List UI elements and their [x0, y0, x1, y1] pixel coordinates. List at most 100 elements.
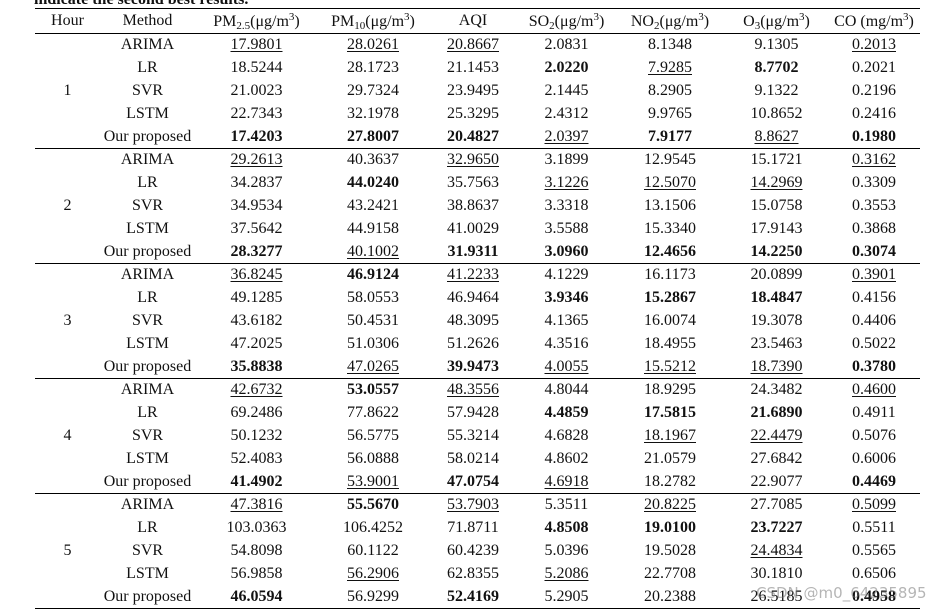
value-cell: 21.6890 — [725, 402, 828, 425]
value-bold: 39.9473 — [447, 357, 499, 375]
value-cell: 7.9177 — [615, 125, 725, 148]
value-underline: 32.9650 — [447, 151, 499, 169]
value-underline: 41.2233 — [447, 266, 499, 284]
value-cell: 3.3318 — [544, 196, 589, 214]
value-cell: 43.6182 — [230, 311, 283, 329]
value-cell: 9.9765 — [648, 104, 692, 122]
value-underline: 47.0265 — [347, 357, 399, 375]
superscript: 3 — [903, 11, 909, 23]
header-text: NO — [630, 12, 654, 30]
value-bold: 44.0240 — [347, 174, 399, 192]
value-bold: 2.0220 — [544, 59, 589, 77]
value-cell: 0.4406 — [852, 311, 896, 329]
value-underline: 0.3901 — [852, 266, 896, 284]
value-bold: 46.0594 — [230, 587, 283, 605]
value-cell: 8.8627 — [725, 125, 828, 148]
value-cell: 22.9077 — [750, 472, 803, 490]
value-cell: 39.9473 — [428, 355, 518, 378]
hour-group: 2 ARIMA 29.2613 40.3637 32.9650 3.1899 12.9545… — [35, 148, 920, 264]
subscript: 2 — [653, 19, 660, 32]
header-cell: CO (mg/m3) — [828, 8, 920, 34]
value-bold: 19.0100 — [644, 519, 696, 537]
value-cell: 57.9428 — [447, 404, 499, 422]
value-cell: 0.3553 — [852, 196, 896, 214]
value-cell: 27.8007 — [318, 125, 428, 148]
value-cell: 0.4911 — [852, 404, 896, 422]
value-cell: 27.6842 — [750, 449, 803, 467]
subscript: 2.5 — [236, 19, 251, 32]
method-cell: LSTM — [126, 219, 169, 237]
value-cell: 55.5670 — [318, 493, 428, 516]
value-underline: 53.9001 — [347, 472, 399, 490]
value-cell: 29.7324 — [347, 81, 399, 99]
value-cell: 56.9299 — [347, 587, 399, 605]
data-row: Our proposed 28.3277 40.1002 31.9311 3.0960 1… — [35, 240, 920, 263]
value-cell: 8.1348 — [648, 36, 692, 54]
method-cell: ARIMA — [120, 36, 175, 54]
method-cell: Our proposed — [103, 127, 192, 145]
superscript: 3 — [698, 10, 704, 23]
method-cell: ARIMA — [120, 266, 175, 284]
value-cell: 24.3482 — [750, 381, 803, 399]
value-underline: 4.0055 — [544, 357, 589, 375]
header-text: (μg/m — [760, 12, 800, 30]
value-cell: 12.5070 — [615, 172, 725, 195]
value-cell: 0.5511 — [852, 519, 896, 537]
value-cell: 53.7903 — [428, 493, 518, 516]
value-cell: 0.3309 — [852, 174, 896, 192]
value-cell: 4.1365 — [544, 311, 589, 329]
value-underline: 0.5099 — [852, 496, 896, 514]
value-cell: 20.8225 — [615, 493, 725, 516]
value-cell: 3.0960 — [518, 240, 615, 263]
hour-cell: 3 — [63, 311, 72, 329]
subscript: 10 — [354, 19, 366, 32]
value-cell: 51.2626 — [447, 334, 499, 352]
value-cell: 0.2021 — [852, 59, 896, 77]
value-cell: 19.5028 — [644, 541, 696, 559]
value-bold: 55.5670 — [347, 496, 399, 514]
value-cell: 69.2486 — [230, 404, 283, 422]
value-cell: 8.7702 — [725, 57, 828, 80]
header-text: (μg/m — [659, 12, 699, 30]
hour-cell: 5 — [63, 541, 72, 559]
header-text: O — [743, 12, 755, 30]
value-cell: 18.1967 — [615, 425, 725, 448]
value-cell: 21.1453 — [447, 59, 499, 77]
value-cell: 22.7343 — [230, 104, 283, 122]
value-cell: 62.8355 — [447, 564, 499, 582]
value-cell: 46.0594 — [195, 585, 318, 608]
value-cell: 7.9285 — [615, 57, 725, 80]
method-cell: Our proposed — [103, 357, 192, 375]
header-text: ) — [703, 12, 710, 30]
value-cell: 48.3556 — [428, 378, 518, 401]
hour-group: 1 ARIMA 17.9801 28.0261 20.8667 2.0831 8.1348 9… — [35, 34, 920, 149]
method-cell: LR — [137, 289, 158, 307]
superscript: 3 — [593, 10, 599, 23]
header-text: SO — [528, 12, 550, 30]
value-cell: 41.2233 — [428, 263, 518, 286]
value-bold: 21.6890 — [750, 404, 803, 422]
value-cell: 16.1173 — [644, 266, 696, 284]
data-row: Our proposed 46.0594 56.9299 52.4169 5.2905 2… — [35, 585, 920, 608]
data-row: 5 ARIMA 47.3816 55.5670 53.7903 5.3511 20.8225… — [35, 493, 920, 559]
value-cell: 46.9124 — [318, 263, 428, 286]
method-cell: SVR — [131, 311, 164, 329]
method-cell: SVR — [131, 541, 164, 559]
subscript: 2 — [549, 19, 555, 32]
value-underline: 42.6732 — [230, 381, 283, 399]
value-cell: 38.8637 — [447, 196, 499, 214]
data-row: 1 ARIMA 17.9801 28.0261 20.8667 2.0831 8.1348 9… — [35, 34, 920, 99]
value-cell: 0.3780 — [828, 355, 920, 378]
value-cell: 0.4469 — [828, 470, 920, 493]
value-cell: 56.9858 — [230, 564, 283, 582]
value-cell: 5.3511 — [544, 496, 589, 514]
data-row: SVR 34.9534 43.2421 38.8637 3.3318 13.1506 15.… — [35, 195, 920, 218]
value-cell: 23.5463 — [750, 334, 803, 352]
value-cell: 56.0888 — [347, 449, 399, 467]
value-cell: 22.4479 — [725, 425, 828, 448]
method-cell: ARIMA — [120, 381, 175, 399]
value-bold: 23.7227 — [750, 519, 803, 537]
value-cell: 5.2086 — [518, 562, 615, 585]
value-underline: 8.8627 — [754, 127, 799, 145]
value-cell: 44.9158 — [347, 219, 399, 237]
